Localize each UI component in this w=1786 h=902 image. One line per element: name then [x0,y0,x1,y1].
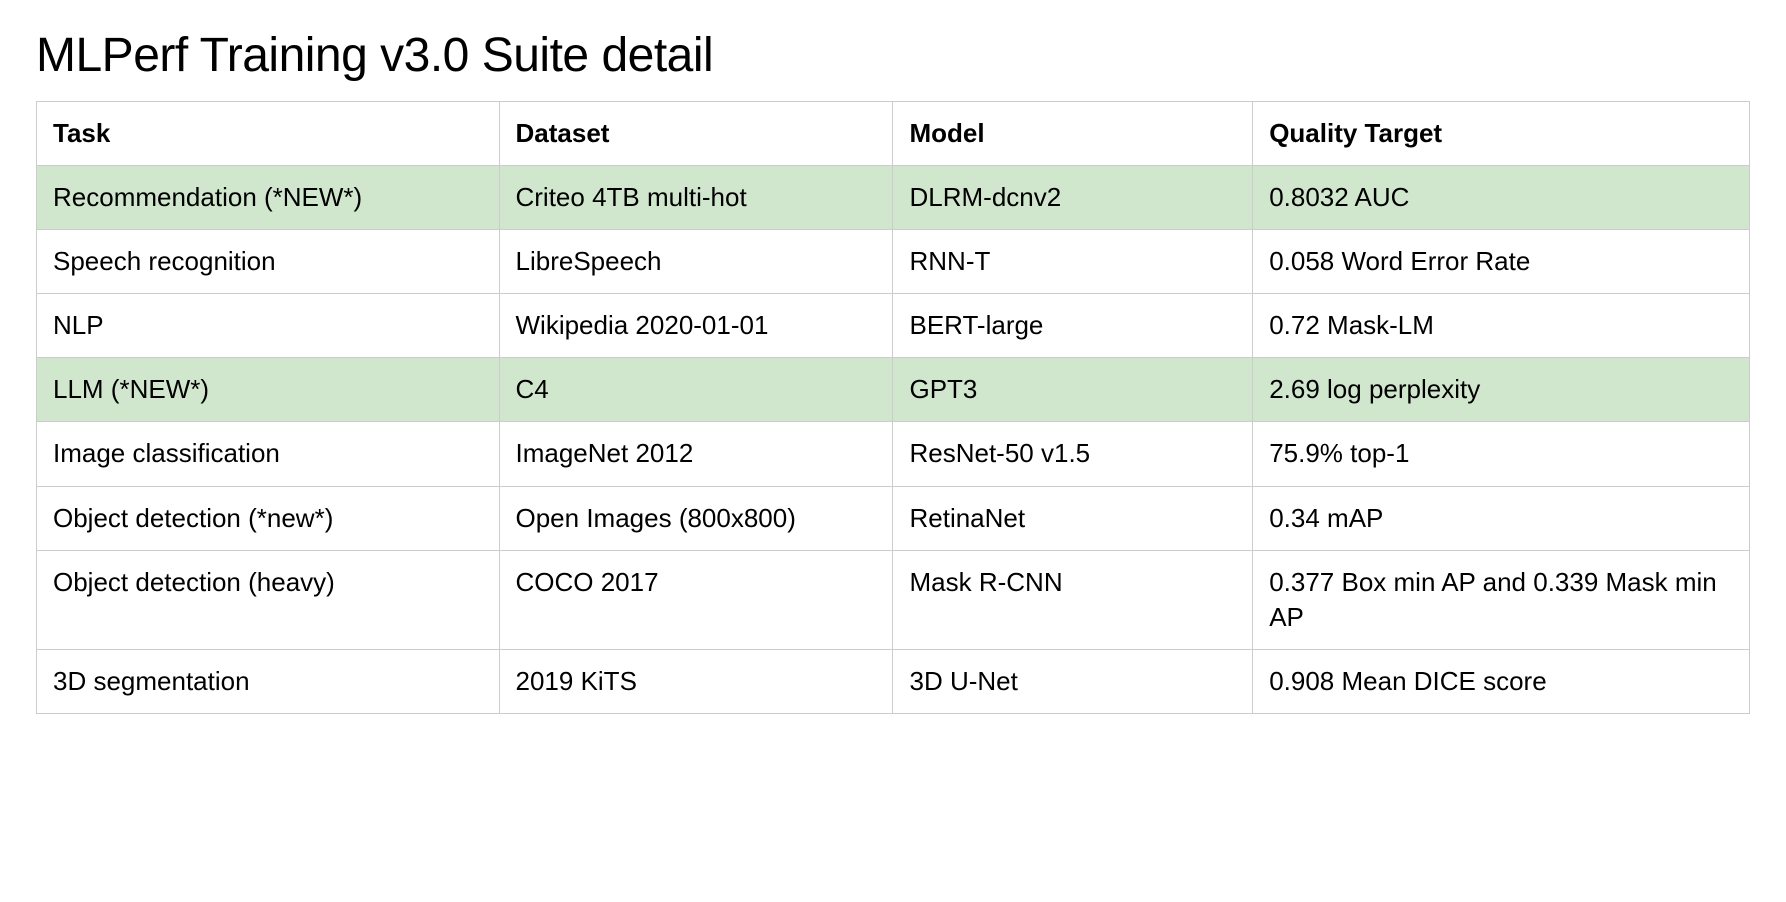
table-cell: RetinaNet [893,486,1253,550]
table-cell: Recommendation (*NEW*) [37,166,500,230]
table-cell: 0.377 Box min AP and 0.339 Mask min AP [1253,550,1750,649]
table-cell: 3D segmentation [37,649,500,713]
table-cell: Image classification [37,422,500,486]
table-cell: Wikipedia 2020-01-01 [499,294,893,358]
table-cell: Criteo 4TB multi-hot [499,166,893,230]
table-cell: Object detection (*new*) [37,486,500,550]
table-cell: RNN-T [893,230,1253,294]
table-row: Image classificationImageNet 2012ResNet-… [37,422,1750,486]
col-header-task: Task [37,102,500,166]
table-cell: Mask R-CNN [893,550,1253,649]
table-cell: LLM (*NEW*) [37,358,500,422]
table-cell: 0.8032 AUC [1253,166,1750,230]
table-cell: COCO 2017 [499,550,893,649]
table-row: Object detection (heavy)COCO 2017Mask R-… [37,550,1750,649]
table-cell: GPT3 [893,358,1253,422]
col-header-quality: Quality Target [1253,102,1750,166]
table-cell: 2019 KiTS [499,649,893,713]
table-cell: NLP [37,294,500,358]
page-title: MLPerf Training v3.0 Suite detail [36,28,1750,83]
table-row: 3D segmentation2019 KiTS3D U-Net0.908 Me… [37,649,1750,713]
table-cell: 2.69 log perplexity [1253,358,1750,422]
table-cell: 0.72 Mask-LM [1253,294,1750,358]
col-header-dataset: Dataset [499,102,893,166]
table-row: LLM (*NEW*)C4GPT32.69 log perplexity [37,358,1750,422]
table-cell: Object detection (heavy) [37,550,500,649]
table-row: Recommendation (*NEW*)Criteo 4TB multi-h… [37,166,1750,230]
table-row: Speech recognitionLibreSpeechRNN-T0.058 … [37,230,1750,294]
table-cell: 0.058 Word Error Rate [1253,230,1750,294]
table-row: NLPWikipedia 2020-01-01BERT-large0.72 Ma… [37,294,1750,358]
table-cell: 0.908 Mean DICE score [1253,649,1750,713]
table-cell: ImageNet 2012 [499,422,893,486]
table-cell: BERT-large [893,294,1253,358]
table-header-row: Task Dataset Model Quality Target [37,102,1750,166]
table-body: Recommendation (*NEW*)Criteo 4TB multi-h… [37,166,1750,714]
table-cell: Speech recognition [37,230,500,294]
table-cell: LibreSpeech [499,230,893,294]
table-cell: C4 [499,358,893,422]
table-cell: 75.9% top-1 [1253,422,1750,486]
table-row: Object detection (*new*)Open Images (800… [37,486,1750,550]
table-cell: 3D U-Net [893,649,1253,713]
table-cell: Open Images (800x800) [499,486,893,550]
benchmark-table: Task Dataset Model Quality Target Recomm… [36,101,1750,714]
table-cell: ResNet-50 v1.5 [893,422,1253,486]
table-cell: DLRM-dcnv2 [893,166,1253,230]
table-cell: 0.34 mAP [1253,486,1750,550]
col-header-model: Model [893,102,1253,166]
